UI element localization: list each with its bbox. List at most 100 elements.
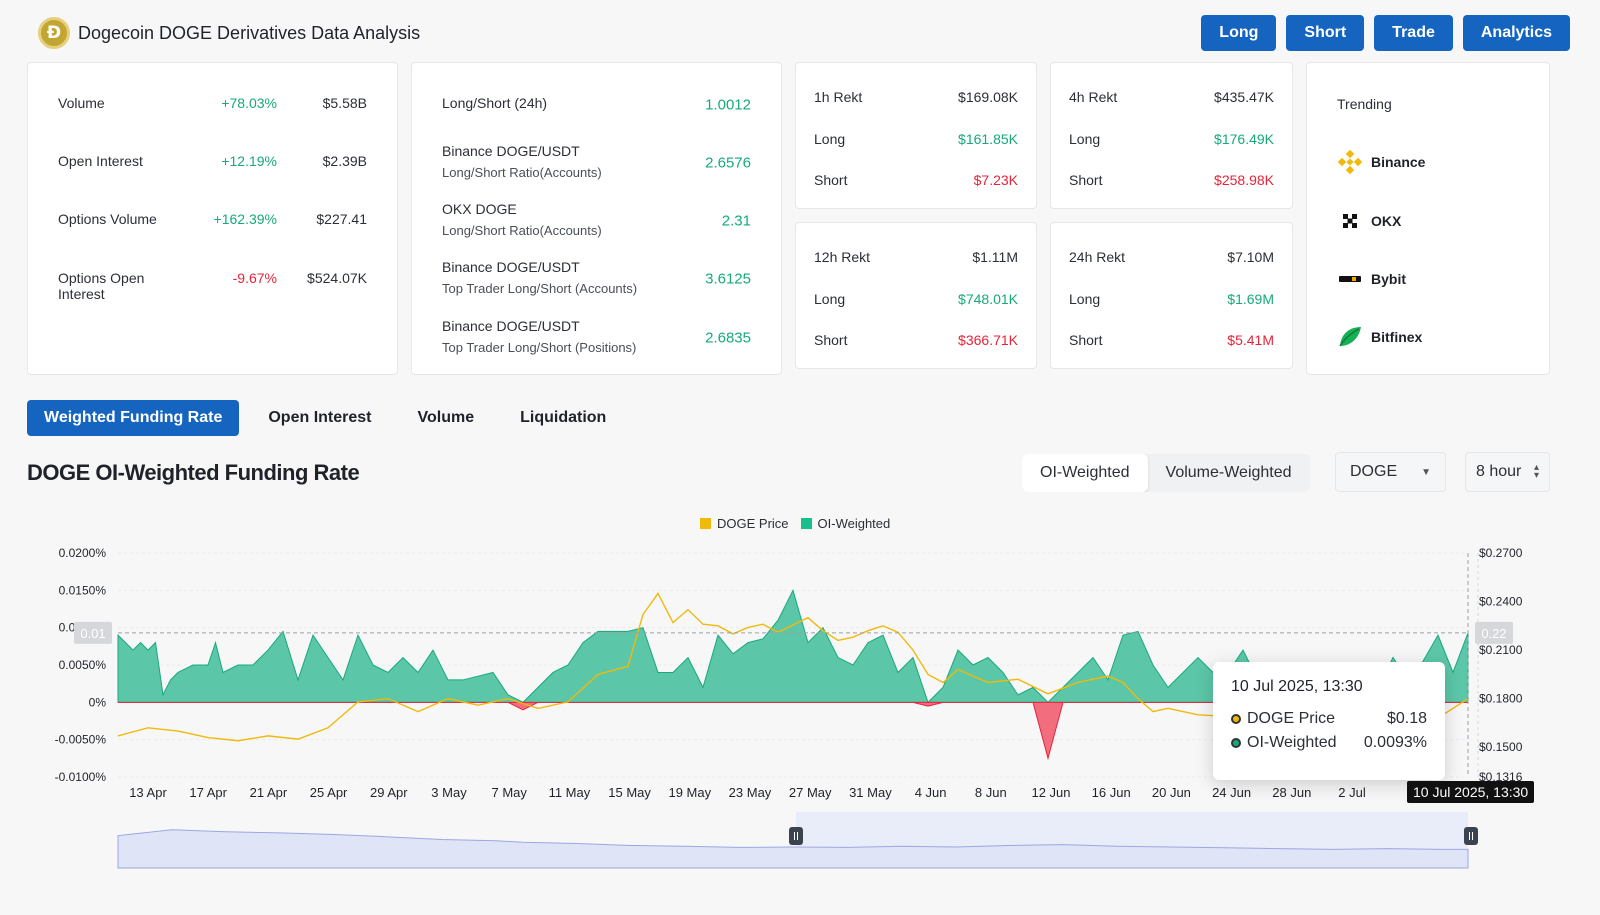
tab-volume[interactable]: Volume: [417, 409, 475, 426]
ls-row: Binance DOGE/USDT Top Trader Long/Short …: [442, 259, 751, 299]
stat-row-open-interest: Open Interest +12.19% $2.39B: [58, 153, 367, 169]
coin-select[interactable]: DOGE ▼: [1335, 452, 1446, 492]
analytics-button[interactable]: Analytics: [1462, 15, 1570, 51]
rekt-long-value: $161.85K: [958, 131, 1018, 147]
ls-row: OKX DOGE Long/Short Ratio(Accounts) 2.31: [442, 201, 751, 241]
y-axis-right: $0.2700 $0.2400 $0.2100 $0.1800 $0.1500 $0.13…: [1477, 546, 1523, 784]
stat-label: Options Volume: [58, 211, 157, 227]
short-button[interactable]: Short: [1286, 15, 1365, 51]
rekt-total-row: 4h Rekt $435.47K: [1069, 89, 1274, 105]
tooltip-value: 0.0093%: [1363, 734, 1427, 751]
rekt-label: 24h Rekt: [1069, 249, 1126, 265]
tab-open-interest[interactable]: Open Interest: [268, 409, 372, 426]
y-right-tick: $0.1500: [1479, 740, 1523, 754]
x-tick: 29 Apr: [370, 785, 408, 800]
legend-swatch-oi: [800, 518, 812, 529]
tooltip-name: DOGE Price: [1247, 710, 1336, 727]
legend-item-price[interactable]: DOGE Price: [700, 516, 789, 531]
y-left-tick: 0.0150%: [59, 583, 107, 597]
tooltip-row-oi: OI-Weighted 0.0093%: [1231, 734, 1427, 752]
tab-weighted-funding-rate[interactable]: Weighted Funding Rate: [27, 400, 240, 436]
x-tick: 27 May: [789, 785, 832, 800]
legend-label: DOGE Price: [717, 516, 789, 531]
trending-item-bitfinex[interactable]: Bitfinex: [1337, 324, 1422, 350]
x-tick: 3 May: [431, 785, 467, 800]
rekt-card-4h: 4h Rekt $435.47K Long $176.49K Short $258.9…: [1050, 62, 1293, 209]
top-button-group: Long Short Trade Analytics: [1201, 15, 1570, 51]
rekt-long-row: Long $748.01K: [814, 291, 1018, 307]
x-tick: 17 Apr: [189, 785, 227, 800]
crosshair-right-label: 0.22: [1481, 626, 1506, 641]
rekt-card-1h: 1h Rekt $169.08K Long $161.85K Short $7.23K: [795, 62, 1037, 209]
x-tick: 12 Jun: [1031, 785, 1070, 800]
x-tick: 21 Apr: [250, 785, 288, 800]
y-left-tick: 0.0050%: [59, 658, 107, 672]
trending-name: OKX: [1371, 213, 1402, 229]
volume-weighted-option[interactable]: Volume-Weighted: [1165, 464, 1292, 481]
rekt-long-row: Long $161.85K: [814, 131, 1018, 147]
legend-label: OI-Weighted: [817, 516, 891, 531]
x-axis: 13 Apr 17 Apr 21 Apr 25 Apr 29 Apr 3 May 7 May…: [129, 785, 1416, 800]
tooltip-name: OI-Weighted: [1247, 734, 1337, 751]
rekt-long-value: $1.69M: [1227, 291, 1274, 307]
tooltip-dot-price: [1231, 714, 1241, 724]
stat-label: Volume: [58, 95, 105, 111]
stat-change: -9.67%: [232, 270, 277, 286]
y-right-tick: $0.2400: [1479, 595, 1523, 609]
trending-item-binance[interactable]: Binance: [1337, 149, 1425, 175]
ls-value: 2.6835: [705, 329, 751, 347]
stat-label: Options Open Interest: [58, 270, 145, 302]
interval-select[interactable]: 8 hour ▴ ▾: [1465, 452, 1550, 492]
crosshair-x-label: 10 Jul 2025, 13:30: [1407, 781, 1535, 803]
doge-price-line: [117, 592, 1469, 748]
rekt-short-row: Short $5.41M: [1069, 332, 1274, 348]
x-tick: 19 May: [668, 785, 711, 800]
trending-item-bybit[interactable]: Bybit: [1337, 266, 1406, 292]
binance-icon: [1337, 149, 1363, 175]
price-line: [117, 592, 1469, 748]
rekt-short-value: $366.71K: [958, 332, 1018, 348]
trade-button[interactable]: Trade: [1374, 15, 1453, 51]
rekt-long-row: Long $176.49K: [1069, 131, 1274, 147]
ls-title: Binance DOGE/USDT: [442, 318, 580, 334]
market-stats-card: Volume +78.03% $5.58B Open Interest +12.…: [27, 62, 398, 375]
rekt-total-row: 1h Rekt $169.08K: [814, 89, 1018, 105]
stat-change: +12.19%: [221, 153, 277, 169]
chart-title: DOGE OI-Weighted Funding Rate: [27, 460, 360, 485]
bitfinex-icon: [1339, 327, 1361, 347]
funding-rate-chart[interactable]: 0.0200%0.0150%0.0100%0.0050%0%-0.0050%-0…: [0, 540, 1600, 880]
ls-subtitle: Long/Short Ratio(Accounts): [442, 223, 602, 238]
long-button[interactable]: Long: [1201, 15, 1277, 51]
stat-value: $2.39B: [322, 153, 367, 169]
coin-select-value: DOGE: [1350, 463, 1398, 480]
ls-row: Binance DOGE/USDT Long/Short Ratio(Accou…: [442, 143, 751, 183]
stat-value: $5.58B: [322, 95, 367, 111]
crosshair-right-badge: [1475, 621, 1513, 644]
weight-toggle: OI-Weighted Volume-Weighted: [1022, 454, 1310, 492]
x-tick: 8 Jun: [975, 785, 1007, 800]
rekt-short-value: $5.41M: [1227, 332, 1274, 348]
rekt-total: $7.10M: [1227, 249, 1274, 265]
y-right-tick: $0.1316: [1479, 770, 1523, 784]
legend-swatch-price: [700, 518, 711, 529]
rekt-short-row: Short $258.98K: [1069, 172, 1274, 188]
navigator-handle: [1464, 827, 1478, 845]
tab-liquidation[interactable]: Liquidation: [520, 409, 607, 426]
x-tick: 2 Jul: [1338, 785, 1366, 800]
stat-row-volume: Volume +78.03% $5.58B: [58, 95, 367, 111]
stat-change: +162.39%: [213, 211, 277, 227]
rekt-total-row: 24h Rekt $7.10M: [1069, 249, 1274, 265]
x-tick: 15 May: [608, 785, 651, 800]
y-left-tick: -0.0050%: [55, 733, 107, 747]
ls-value: 2.31: [721, 212, 751, 230]
ls-title: Long/Short (24h): [442, 95, 548, 111]
trending-item-okx[interactable]: OKX: [1337, 208, 1401, 234]
trending-name: Bybit: [1371, 271, 1406, 287]
trending-label: Trending: [1337, 96, 1392, 112]
oi-weighted-option[interactable]: OI-Weighted: [1022, 454, 1148, 492]
x-tick: 20 Jun: [1152, 785, 1191, 800]
legend-item-oi-weighted[interactable]: OI-Weighted: [800, 516, 891, 531]
ls-row: Binance DOGE/USDT Top Trader Long/Short …: [442, 318, 751, 358]
x-tick: 4 Jun: [915, 785, 947, 800]
rekt-total: $169.08K: [958, 89, 1018, 105]
